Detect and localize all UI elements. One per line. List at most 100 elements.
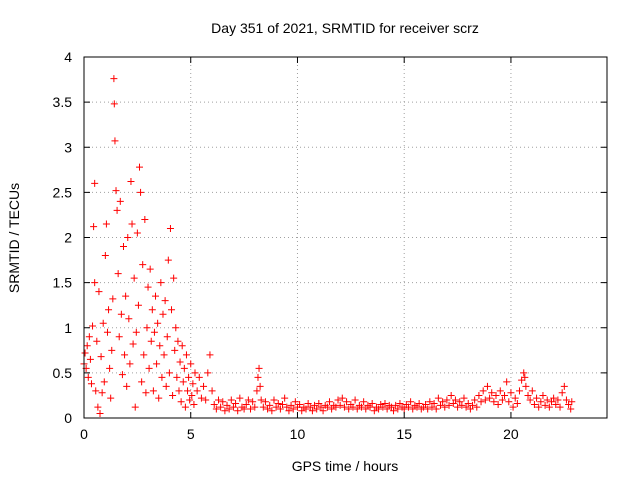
data-point (102, 220, 110, 228)
data-point (539, 391, 547, 399)
data-point (513, 400, 521, 408)
data-point (176, 358, 184, 366)
grid-lines (84, 57, 607, 418)
data-point (214, 396, 222, 404)
data-point (261, 398, 269, 406)
data-point (552, 400, 560, 408)
data-point (462, 403, 470, 411)
data-point (366, 403, 374, 411)
data-point (328, 405, 336, 413)
data-point (550, 394, 558, 402)
data-point (477, 398, 485, 406)
data-point (466, 405, 474, 413)
data-point (340, 403, 348, 411)
x-tick-label: 5 (187, 426, 195, 442)
data-point (381, 400, 389, 408)
data-point (168, 306, 176, 314)
data-point (426, 398, 434, 406)
data-point (212, 405, 220, 413)
data-point (543, 396, 551, 404)
data-point (97, 353, 105, 361)
data-point (432, 405, 440, 413)
data-point (492, 391, 500, 399)
data-point (396, 400, 404, 408)
data-point (285, 407, 293, 415)
data-point (81, 349, 89, 357)
data-point (184, 387, 192, 395)
data-point (451, 396, 459, 404)
data-point (287, 401, 295, 409)
data-point (254, 373, 262, 381)
data-point (106, 364, 114, 372)
data-point (520, 369, 528, 377)
data-point (187, 360, 195, 368)
data-point (153, 360, 161, 368)
data-point (111, 137, 119, 145)
data-point (404, 403, 412, 411)
data-point (415, 400, 423, 408)
data-point (501, 391, 509, 399)
data-point (445, 401, 453, 409)
data-point (469, 401, 477, 409)
data-point (315, 400, 323, 408)
data-point (144, 283, 152, 291)
data-point (191, 369, 199, 377)
data-point (137, 188, 145, 196)
data-point (91, 279, 99, 287)
data-point (116, 197, 124, 205)
y-tick-label: 2.5 (53, 184, 73, 200)
y-tick-label: 0 (64, 410, 72, 426)
data-point (146, 265, 154, 273)
data-point (558, 389, 566, 397)
data-point (522, 382, 530, 390)
data-point (394, 405, 402, 413)
data-point (424, 405, 432, 413)
data-point (126, 360, 134, 368)
data-point (92, 387, 100, 395)
data-point (528, 387, 536, 395)
data-point (130, 274, 138, 282)
data-point (193, 387, 201, 395)
data-point (323, 403, 331, 411)
data-point (274, 400, 282, 408)
data-point (496, 387, 504, 395)
data-point (90, 223, 98, 231)
data-point (567, 405, 575, 413)
data-point (515, 387, 523, 395)
data-point (159, 310, 167, 318)
data-point (204, 369, 212, 377)
data-point (173, 373, 181, 381)
data-point (142, 389, 150, 397)
data-point (428, 403, 436, 411)
data-point (436, 401, 444, 409)
data-point (163, 333, 171, 341)
data-points (80, 75, 576, 417)
data-point (195, 373, 203, 381)
data-point (186, 396, 194, 404)
data-point (180, 364, 188, 372)
data-point (175, 387, 183, 395)
data-point (443, 396, 451, 404)
data-point (283, 403, 291, 411)
data-point (132, 328, 140, 336)
data-point (206, 351, 214, 359)
data-point (131, 403, 139, 411)
data-point (298, 407, 306, 415)
data-point (219, 398, 227, 406)
data-point (249, 398, 257, 406)
data-point (458, 401, 466, 409)
data-point (345, 405, 353, 413)
data-point (109, 295, 117, 303)
data-point (83, 342, 91, 350)
data-point (87, 380, 95, 388)
y-tick-label: 1 (64, 320, 72, 336)
data-point (296, 400, 304, 408)
y-tick-label: 3 (64, 139, 72, 155)
data-point (145, 364, 153, 372)
data-point (110, 75, 118, 83)
data-point (100, 378, 108, 386)
data-point (439, 398, 447, 406)
data-point (124, 234, 132, 241)
data-point (136, 163, 144, 171)
